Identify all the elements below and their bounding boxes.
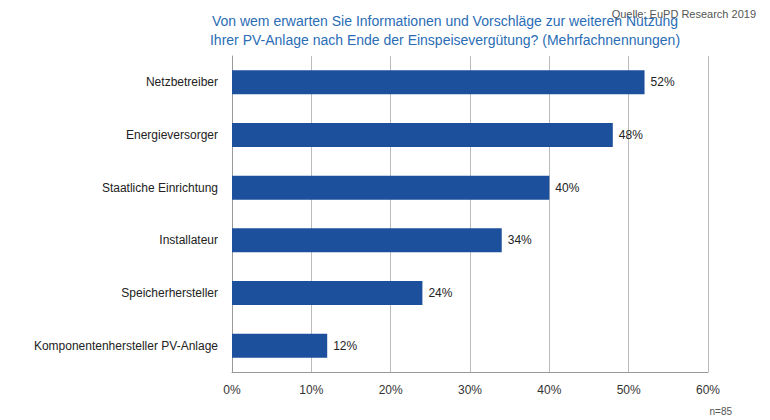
svg-text:10%: 10%	[299, 383, 323, 397]
svg-text:12%: 12%	[333, 339, 357, 353]
svg-text:Energieversorger: Energieversorger	[126, 128, 218, 142]
svg-text:40%: 40%	[537, 383, 561, 397]
svg-text:Von wem erwarten Sie Informati: Von wem erwarten Sie Informationen und V…	[212, 13, 678, 29]
svg-text:20%: 20%	[379, 383, 403, 397]
svg-text:50%: 50%	[617, 383, 641, 397]
svg-text:n=85: n=85	[709, 406, 732, 417]
svg-text:0%: 0%	[223, 383, 241, 397]
svg-text:52%: 52%	[651, 75, 675, 89]
svg-text:Ihrer PV-Anlage nach Ende der: Ihrer PV-Anlage nach Ende der Einspeisev…	[210, 32, 680, 48]
svg-text:30%: 30%	[458, 383, 482, 397]
svg-text:40%: 40%	[555, 181, 579, 195]
svg-text:24%: 24%	[428, 286, 452, 300]
svg-text:Netzbetreiber: Netzbetreiber	[146, 75, 218, 89]
svg-text:Staatliche Einrichtung: Staatliche Einrichtung	[102, 181, 218, 195]
svg-text:48%: 48%	[619, 128, 643, 142]
svg-text:34%: 34%	[508, 233, 532, 247]
svg-text:Installateur: Installateur	[159, 233, 218, 247]
svg-text:Komponentenhersteller PV-Anlag: Komponentenhersteller PV-Anlage	[34, 339, 218, 353]
svg-text:Quelle: EuPD Research 2019: Quelle: EuPD Research 2019	[611, 7, 756, 20]
svg-text:60%: 60%	[696, 383, 720, 397]
svg-text:Speicherhersteller: Speicherhersteller	[121, 286, 218, 300]
